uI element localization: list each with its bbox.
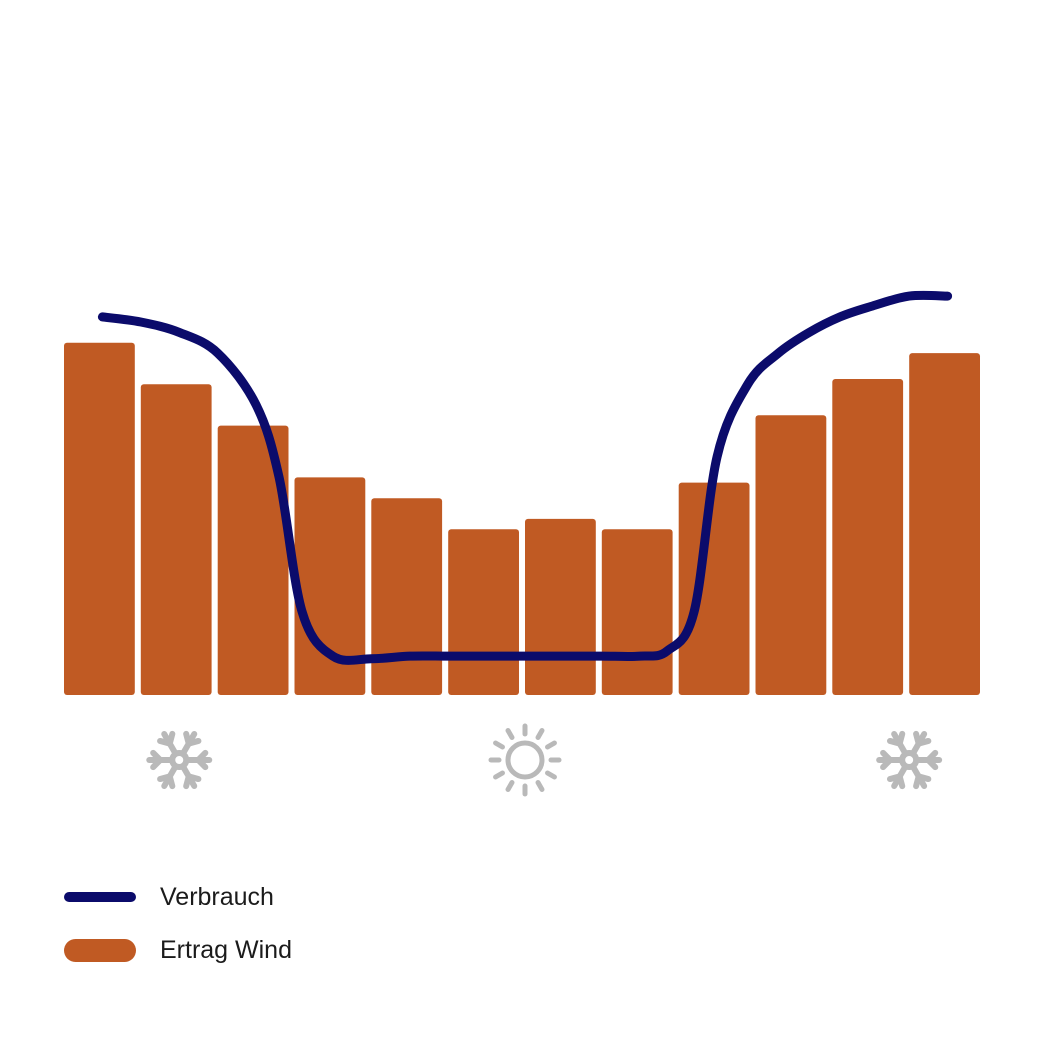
- bar-2: [140, 384, 212, 695]
- bar-1: [64, 342, 135, 695]
- legend-label-verbrauch: Verbrauch: [160, 883, 274, 911]
- bar-5: [371, 498, 443, 695]
- bar-10: [755, 415, 827, 695]
- bar-series-ertrag-wind: [64, 342, 980, 695]
- bar-9: [678, 482, 750, 695]
- snowflake-icon: [146, 730, 213, 790]
- legend-swatch-ertrag-wind: [64, 939, 136, 962]
- bar-12: [909, 353, 980, 695]
- line-series-verbrauch: [97, 290, 953, 665]
- bar-6: [448, 529, 519, 695]
- legend-label-ertrag-wind: Ertrag Wind: [160, 936, 292, 964]
- legend: Verbrauch Ertrag Wind: [64, 883, 292, 964]
- bar-8: [601, 529, 673, 695]
- sun-icon: [488, 723, 562, 797]
- season-markers: [146, 723, 943, 797]
- bar-3: [217, 425, 289, 695]
- bar-11: [832, 379, 904, 695]
- bar-7: [525, 518, 596, 695]
- snowflake-icon: [876, 730, 943, 790]
